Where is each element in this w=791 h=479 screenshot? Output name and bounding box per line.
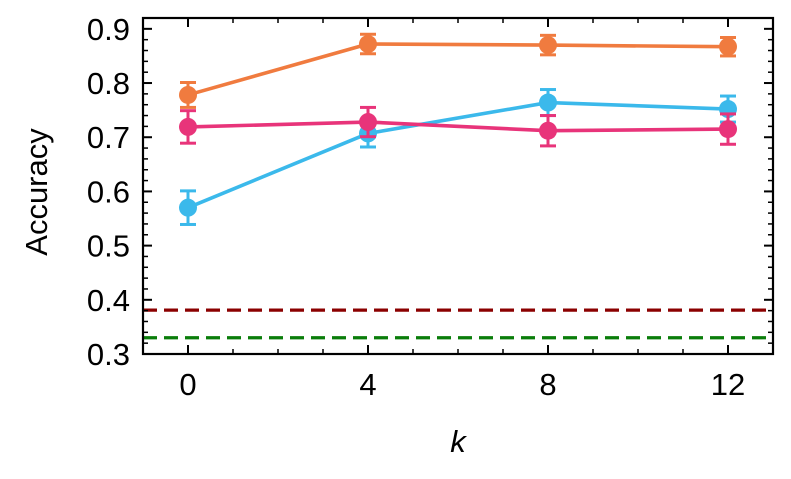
x-tick-label: 4 bbox=[359, 367, 376, 402]
data-point bbox=[539, 93, 557, 112]
data-point bbox=[179, 198, 197, 217]
data-point bbox=[539, 36, 557, 55]
plot-frame bbox=[141, 16, 775, 356]
reference-lines bbox=[143, 308, 773, 340]
data-point bbox=[539, 121, 557, 140]
series-1 bbox=[179, 88, 737, 226]
series-line bbox=[187, 100, 729, 210]
series-line bbox=[187, 42, 729, 97]
x-tick-label: 12 bbox=[711, 367, 745, 402]
series-0 bbox=[179, 32, 737, 109]
tick-labels: 0 4 8 12 0.3 0.4 0.5 0.6 0.7 0.8 0.9 bbox=[87, 12, 745, 402]
y-tick-label: 0.9 bbox=[87, 12, 130, 47]
series-line bbox=[187, 120, 729, 133]
y-tick-label: 0.4 bbox=[87, 283, 130, 318]
data-point bbox=[359, 113, 377, 132]
x-tick-label: 0 bbox=[179, 367, 196, 402]
data-point bbox=[179, 85, 197, 104]
x-tick-label: 8 bbox=[539, 367, 556, 402]
x-axis-label: k bbox=[450, 424, 467, 459]
y-tick-label: 0.3 bbox=[87, 337, 130, 372]
data-point bbox=[179, 117, 197, 136]
series-2 bbox=[179, 105, 737, 148]
y-tick-label: 0.7 bbox=[87, 120, 130, 155]
data-point bbox=[719, 120, 737, 139]
y-tick-label: 0.5 bbox=[87, 229, 130, 264]
data-point bbox=[359, 35, 377, 54]
y-axis-label: Accuracy bbox=[19, 128, 54, 256]
y-tick-label: 0.8 bbox=[87, 66, 130, 101]
data-point bbox=[719, 37, 737, 56]
y-tick-label: 0.6 bbox=[87, 174, 130, 209]
series-layer bbox=[179, 32, 737, 226]
